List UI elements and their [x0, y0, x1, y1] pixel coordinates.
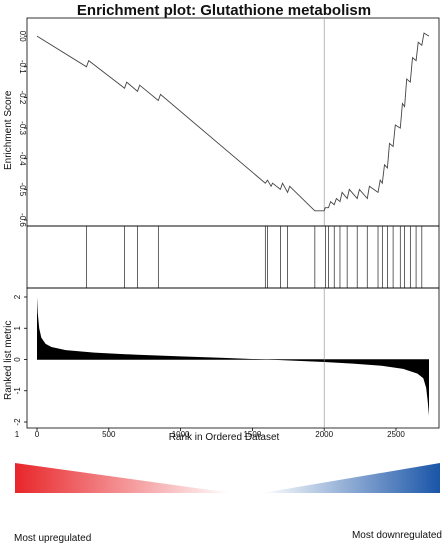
metric-y-tick-label: -1: [13, 387, 22, 395]
x-tick-label: 1: [15, 430, 20, 439]
x-tick-label: 500: [102, 430, 116, 439]
enrichment-y-tick-label: -0.6: [18, 213, 27, 227]
x-tick-label: 2500: [387, 430, 405, 439]
most-upregulated-label: Most upregulated: [14, 533, 92, 544]
x-tick-label: 0: [35, 430, 40, 439]
enrichment-y-tick-label: -0.5: [18, 182, 27, 196]
enrichment-y-tick-label: 0.0: [18, 31, 27, 43]
enrichment-y-tick-label: -0.2: [18, 91, 27, 105]
x-tick-label: 1500: [243, 430, 261, 439]
metric-y-tick-label: 0: [13, 357, 22, 362]
chart-title: Enrichment plot: Glutathione metabolism: [76, 2, 372, 19]
metric-y-tick-label: -2: [13, 418, 22, 426]
enrichment-score-line: [36, 32, 430, 212]
x-tick-label: 1000: [172, 430, 190, 439]
upregulated-gradient: [15, 463, 232, 493]
enrichment-panel-frame: [26, 17, 440, 227]
ranked-metric-area: [37, 297, 429, 416]
metric-panel-frame: [26, 287, 440, 429]
enrichment-y-tick-label: -0.3: [18, 121, 27, 135]
enrichment-y-label: Enrichment Score: [3, 90, 14, 170]
metric-y-tick-label: 1: [13, 325, 22, 330]
most-downregulated-label: Most downregulated: [351, 530, 442, 541]
enrichment-y-tick-label: -0.4: [18, 152, 27, 166]
hits-panel-frame: [26, 225, 440, 289]
enrichment-y-axis: 0.0 -0.1 -0.2 -0.3 -0.4 -0.5 -0.6: [18, 31, 27, 227]
metric-y-label: Ranked list metric: [3, 320, 14, 400]
metric-y-axis: 2 1 0 -1 -2: [13, 294, 27, 426]
metric-y-tick-label: 2: [13, 294, 22, 299]
x-axis-label: Rank in Ordered Dataset: [168, 432, 280, 443]
rank-x-axis: 1 0 500 1000 1500 2000 2500: [15, 428, 405, 439]
x-tick-label: 2000: [315, 430, 333, 439]
downregulated-gradient: [262, 463, 440, 493]
enrichment-y-tick-label: -0.1: [18, 60, 27, 74]
gene-hit-marks: [86, 226, 423, 288]
